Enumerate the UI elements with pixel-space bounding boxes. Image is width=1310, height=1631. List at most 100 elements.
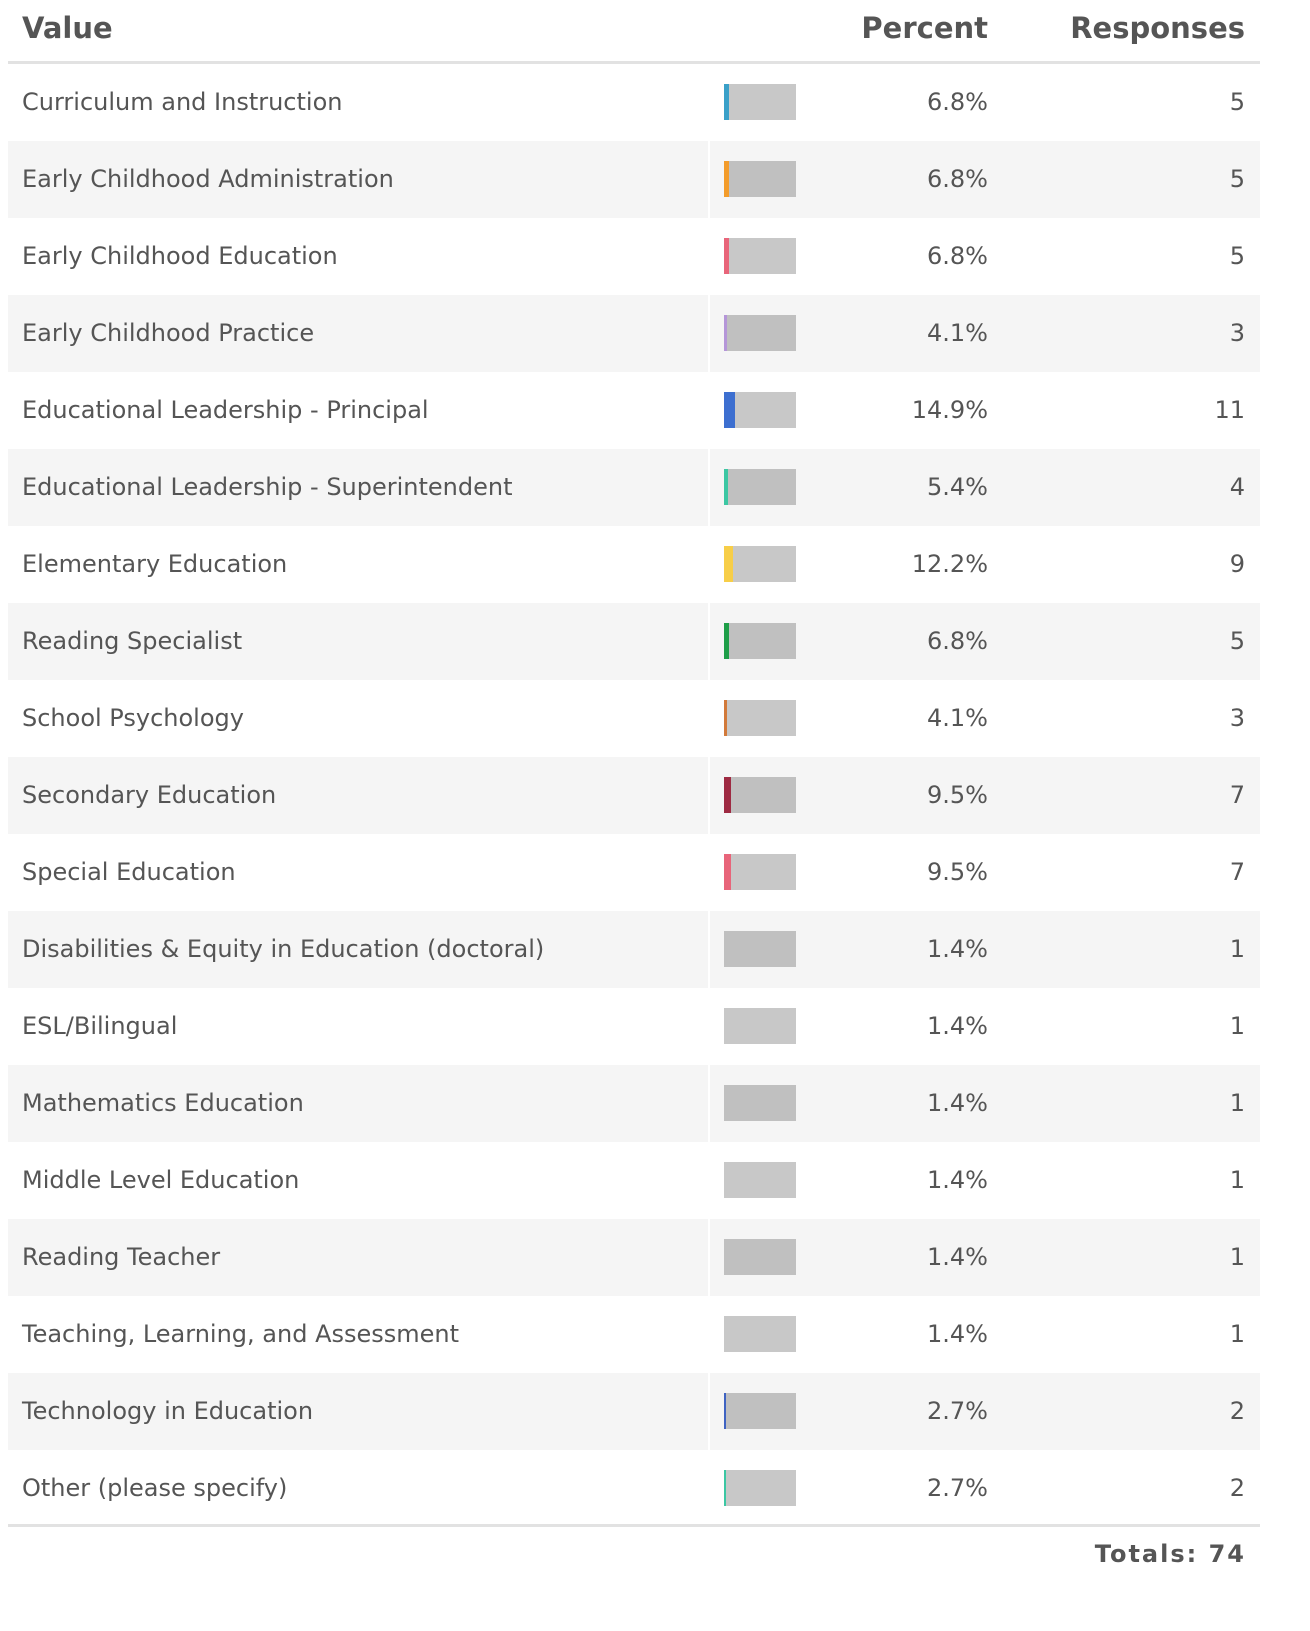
bar-track xyxy=(724,392,796,428)
percent-value: 1.4% xyxy=(927,935,988,963)
header-percent: Percent xyxy=(861,11,988,45)
table-row: Reading Teacher 1.4% 1 xyxy=(8,1219,1260,1296)
bar-track xyxy=(724,777,796,813)
table-row: Middle Level Education 1.4% 1 xyxy=(8,1142,1260,1219)
response-count: 2 xyxy=(1229,1474,1245,1502)
bar-track xyxy=(724,1470,796,1506)
response-count: 4 xyxy=(1229,473,1245,501)
row-label: Early Childhood Practice xyxy=(22,319,315,347)
column-separator xyxy=(708,295,710,372)
bar-track xyxy=(724,546,796,582)
percent-value: 9.5% xyxy=(927,781,988,809)
percent-value: 5.4% xyxy=(927,473,988,501)
table-row: Secondary Education 9.5% 7 xyxy=(8,757,1260,834)
table-row: Disabilities & Equity in Education (doct… xyxy=(8,911,1260,988)
percent-value: 1.4% xyxy=(927,1320,988,1348)
header-responses: Responses xyxy=(1070,11,1245,45)
response-count: 1 xyxy=(1229,1243,1245,1271)
row-label: Technology in Education xyxy=(22,1397,314,1425)
row-label: School Psychology xyxy=(22,704,244,732)
row-label: Mathematics Education xyxy=(22,1089,304,1117)
table-row: School Psychology 4.1% 3 xyxy=(8,680,1260,757)
column-separator xyxy=(708,1065,710,1142)
bar-track xyxy=(724,1393,796,1429)
response-count: 1 xyxy=(1229,1166,1245,1194)
percent-value: 6.8% xyxy=(927,627,988,655)
row-label: Middle Level Education xyxy=(22,1166,300,1194)
percent-bar xyxy=(724,777,731,813)
bar-track xyxy=(724,1162,796,1198)
table-row: Reading Specialist 6.8% 5 xyxy=(8,603,1260,680)
percent-bar xyxy=(724,700,727,736)
row-label: Educational Leadership - Principal xyxy=(22,396,429,424)
bar-track xyxy=(724,1008,796,1044)
bar-track xyxy=(724,623,796,659)
percent-value: 2.7% xyxy=(927,1397,988,1425)
response-count: 3 xyxy=(1229,319,1245,347)
table-row: Teaching, Learning, and Assessment 1.4% 1 xyxy=(8,1296,1260,1373)
totals: Totals: 74 xyxy=(1095,1540,1246,1568)
percent-value: 14.9% xyxy=(911,396,988,424)
percent-bar xyxy=(724,1393,726,1429)
column-separator xyxy=(708,911,710,988)
percent-value: 12.2% xyxy=(911,550,988,578)
percent-value: 6.8% xyxy=(927,242,988,270)
row-label: ESL/Bilingual xyxy=(22,1012,178,1040)
bar-track xyxy=(724,469,796,505)
row-label: Curriculum and Instruction xyxy=(22,88,343,116)
percent-value: 2.7% xyxy=(927,1474,988,1502)
row-label: Educational Leadership - Superintendent xyxy=(22,473,513,501)
percent-value: 4.1% xyxy=(927,319,988,347)
response-count: 1 xyxy=(1229,1089,1245,1117)
totals-label: Totals: xyxy=(1094,1540,1199,1568)
column-separator xyxy=(708,1373,710,1450)
response-count: 11 xyxy=(1214,396,1245,424)
percent-value: 1.4% xyxy=(927,1166,988,1194)
percent-value: 6.8% xyxy=(927,165,988,193)
row-label: Reading Specialist xyxy=(22,627,243,655)
percent-bar xyxy=(724,315,727,351)
column-separator xyxy=(708,141,710,218)
bar-track xyxy=(724,854,796,890)
header-value: Value xyxy=(22,11,113,45)
table-row: Special Education 9.5% 7 xyxy=(8,834,1260,911)
percent-value: 1.4% xyxy=(927,1243,988,1271)
footer-divider xyxy=(8,1524,1260,1527)
row-label: Secondary Education xyxy=(22,781,277,809)
table-row: Other (please specify) 2.7% 2 xyxy=(8,1450,1260,1527)
bar-track xyxy=(724,1316,796,1352)
row-label: Other (please specify) xyxy=(22,1474,288,1502)
row-label: Reading Teacher xyxy=(22,1243,221,1271)
table-row: Educational Leadership - Principal 14.9% 1… xyxy=(8,372,1260,449)
row-label: Special Education xyxy=(22,858,236,886)
table-row: Mathematics Education 1.4% 1 xyxy=(8,1065,1260,1142)
percent-bar xyxy=(724,1470,726,1506)
response-count: 7 xyxy=(1229,858,1245,886)
table-row: Educational Leadership - Superintendent 5… xyxy=(8,449,1260,526)
response-count: 5 xyxy=(1229,88,1245,116)
bar-track xyxy=(724,84,796,120)
percent-value: 1.4% xyxy=(927,1089,988,1117)
row-label: Teaching, Learning, and Assessment xyxy=(22,1320,460,1348)
table-row: Early Childhood Education 6.8% 5 xyxy=(8,218,1260,295)
response-count: 7 xyxy=(1229,781,1245,809)
row-label: Disabilities & Equity in Education (doct… xyxy=(22,935,545,963)
percent-bar xyxy=(724,623,729,659)
table-row: ESL/Bilingual 1.4% 1 xyxy=(8,988,1260,1065)
percent-bar xyxy=(724,238,729,274)
response-count: 2 xyxy=(1229,1397,1245,1425)
percent-bar xyxy=(724,469,728,505)
table-row: Early Childhood Administration 6.8% 5 xyxy=(8,141,1260,218)
bar-track xyxy=(724,238,796,274)
row-label: Elementary Education xyxy=(22,550,288,578)
response-count: 5 xyxy=(1229,165,1245,193)
column-separator xyxy=(708,449,710,526)
bar-track xyxy=(724,700,796,736)
percent-bar xyxy=(724,161,729,197)
header-divider xyxy=(8,61,1260,64)
response-count: 3 xyxy=(1229,704,1245,732)
percent-value: 6.8% xyxy=(927,88,988,116)
response-count: 1 xyxy=(1229,1012,1245,1040)
percent-bar xyxy=(724,84,729,120)
percent-bar xyxy=(724,392,735,428)
